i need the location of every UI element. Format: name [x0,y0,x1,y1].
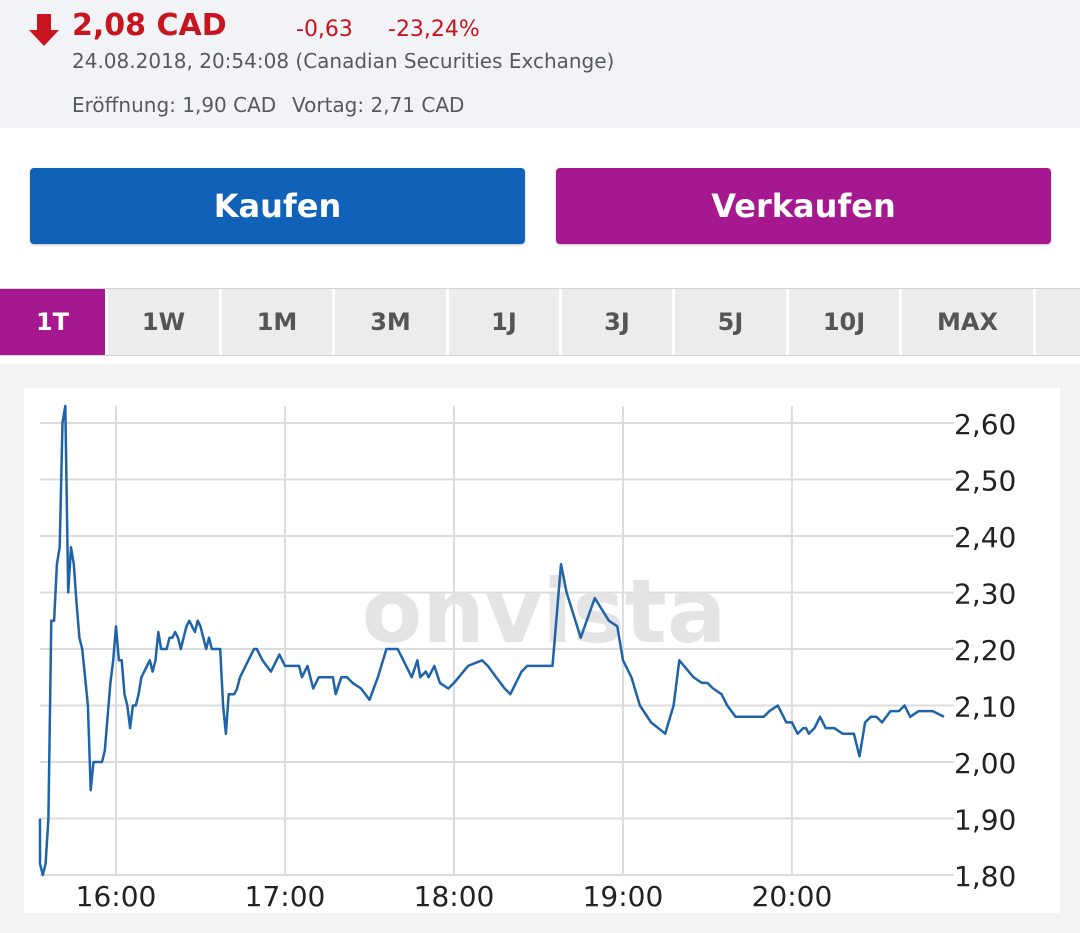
tab-1t[interactable]: 1T [0,289,108,355]
x-tick-label: 18:00 [414,880,495,913]
quote-timestamp: 24.08.2018, 20:54:08 (Canadian Securitie… [72,49,615,73]
y-tick-label: 2,10 [954,690,1016,723]
y-tick-label: 2,30 [954,577,1016,610]
y-tick-label: 2,60 [954,408,1016,441]
tab-3j[interactable]: 3J [562,289,675,355]
y-tick-label: 2,50 [954,464,1016,497]
tab-5j[interactable]: 5J [675,289,789,355]
tab-3m[interactable]: 3M [335,289,449,355]
x-tick-label: 16:00 [76,880,157,913]
open-price: Eröffnung: 1,90 CAD [72,93,277,117]
tab-max[interactable]: MAX [902,289,1036,355]
y-tick-label: 2,00 [954,747,1016,780]
tab-1m[interactable]: 1M [222,289,335,355]
tab-overflow[interactable] [1036,289,1080,355]
x-tick-label: 17:00 [245,880,326,913]
sell-button[interactable]: Verkaufen [556,168,1051,244]
price-chart[interactable]: onvista 2,60 2,50 2,40 2,30 2,20 2,10 2,00 1,90… [24,388,1060,913]
y-tick-label: 1,90 [954,803,1016,836]
quote-header: 2,08 CAD -0,63 -23,24% 24.08.2018, 20:54… [0,0,1080,128]
x-tick-label: 20:00 [752,880,833,913]
tab-1j[interactable]: 1J [449,289,562,355]
tab-1w[interactable]: 1W [108,289,222,355]
price-change-percent: -23,24% [388,17,480,42]
buy-button[interactable]: Kaufen [30,168,525,244]
x-tick-label: 19:00 [583,880,664,913]
price-change-absolute: -0,63 [296,17,353,42]
timerange-tabs: 1T 1W 1M 3M 1J 3J 5J 10J MAX [0,288,1080,356]
onvista-watermark: onvista [362,560,726,663]
tab-10j[interactable]: 10J [789,289,902,355]
y-tick-label: 1,80 [954,860,1016,893]
price-value: 2,08 CAD [72,8,227,43]
y-tick-label: 2,20 [954,634,1016,667]
price-line [38,404,945,877]
previous-close: Vortag: 2,71 CAD [292,93,465,117]
chart-panel: onvista 2,60 2,50 2,40 2,30 2,20 2,10 2,00 1,90… [24,388,1060,913]
arrow-down-icon [29,14,59,46]
y-tick-label: 2,40 [954,521,1016,554]
